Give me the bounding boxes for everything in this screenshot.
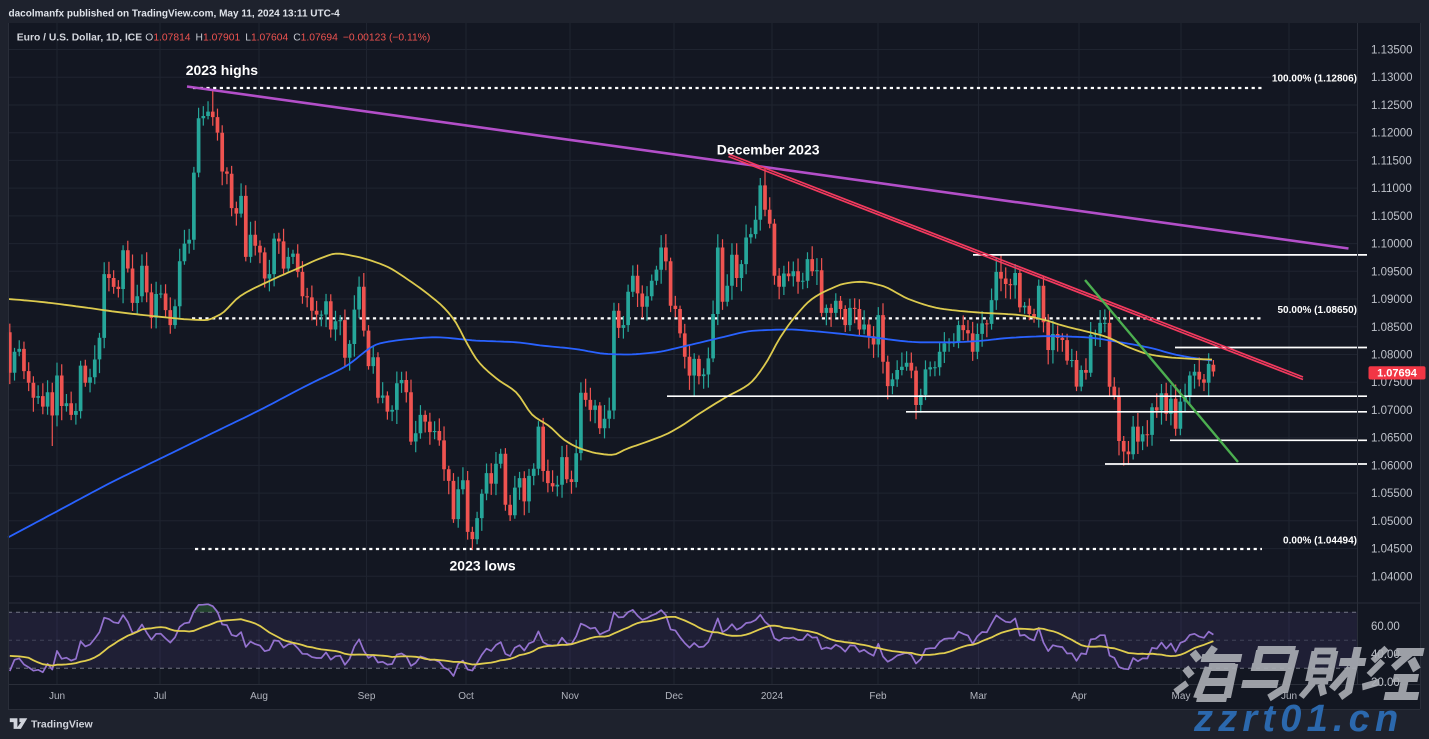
svg-text:1.04000: 1.04000 <box>1371 571 1413 583</box>
svg-text:dacolmanfx published on Tradin: dacolmanfx published on TradingView.com,… <box>9 9 341 20</box>
svg-text:1.08000: 1.08000 <box>1371 350 1413 362</box>
svg-text:1.06500: 1.06500 <box>1371 433 1413 445</box>
svg-text:2023 lows: 2023 lows <box>450 558 516 574</box>
svg-text:1.05500: 1.05500 <box>1371 488 1413 500</box>
svg-text:1.12000: 1.12000 <box>1371 128 1413 140</box>
svg-text:60.00: 60.00 <box>1371 621 1400 633</box>
svg-text:1.13500: 1.13500 <box>1371 45 1413 57</box>
svg-text:1.05000: 1.05000 <box>1371 516 1413 528</box>
svg-text:Dec: Dec <box>665 691 683 702</box>
svg-text:1.07500: 1.07500 <box>1371 377 1413 389</box>
svg-text:1.06000: 1.06000 <box>1371 460 1413 472</box>
svg-text:1.08500: 1.08500 <box>1371 322 1413 334</box>
svg-text:1.09000: 1.09000 <box>1371 294 1413 306</box>
svg-text:2024: 2024 <box>761 691 784 702</box>
svg-text:2023 highs: 2023 highs <box>186 62 259 78</box>
svg-text:100.00% (1.12806): 100.00% (1.12806) <box>1272 74 1357 85</box>
svg-text:1.10500: 1.10500 <box>1371 211 1413 223</box>
svg-text:Jul: Jul <box>154 691 167 702</box>
svg-text:1.10000: 1.10000 <box>1371 239 1413 251</box>
svg-text:1.07694: 1.07694 <box>1377 368 1418 380</box>
svg-text:May: May <box>1172 691 1191 702</box>
svg-text:1.07000: 1.07000 <box>1371 405 1413 417</box>
svg-text:Aug: Aug <box>250 691 268 702</box>
svg-text:Feb: Feb <box>869 691 887 702</box>
svg-text:Sep: Sep <box>358 691 376 702</box>
svg-text:TradingView: TradingView <box>31 718 93 730</box>
svg-text:Apr: Apr <box>1071 691 1087 702</box>
svg-text:Nov: Nov <box>561 691 579 702</box>
svg-text:zzrt01.cn: zzrt01.cn <box>1193 698 1403 739</box>
svg-text:Mar: Mar <box>970 691 988 702</box>
svg-text:December 2023: December 2023 <box>717 142 820 158</box>
svg-text:1.12500: 1.12500 <box>1371 100 1413 112</box>
svg-text:1.04500: 1.04500 <box>1371 544 1413 556</box>
svg-text:Euro / U.S. Dollar, 1D, ICE: Euro / U.S. Dollar, 1D, ICE <box>17 32 142 43</box>
svg-text:Jun: Jun <box>49 691 65 702</box>
svg-text:1.11500: 1.11500 <box>1371 155 1412 167</box>
svg-text:50.00% (1.08650): 50.00% (1.08650) <box>1277 305 1357 316</box>
svg-text:1.11000: 1.11000 <box>1371 183 1412 195</box>
svg-text:Oct: Oct <box>458 691 474 702</box>
svg-text:0.00% (1.04494): 0.00% (1.04494) <box>1283 536 1357 547</box>
svg-text:Jun: Jun <box>1281 691 1297 702</box>
svg-text:1.09500: 1.09500 <box>1371 266 1413 278</box>
svg-text:1.13000: 1.13000 <box>1371 72 1413 84</box>
